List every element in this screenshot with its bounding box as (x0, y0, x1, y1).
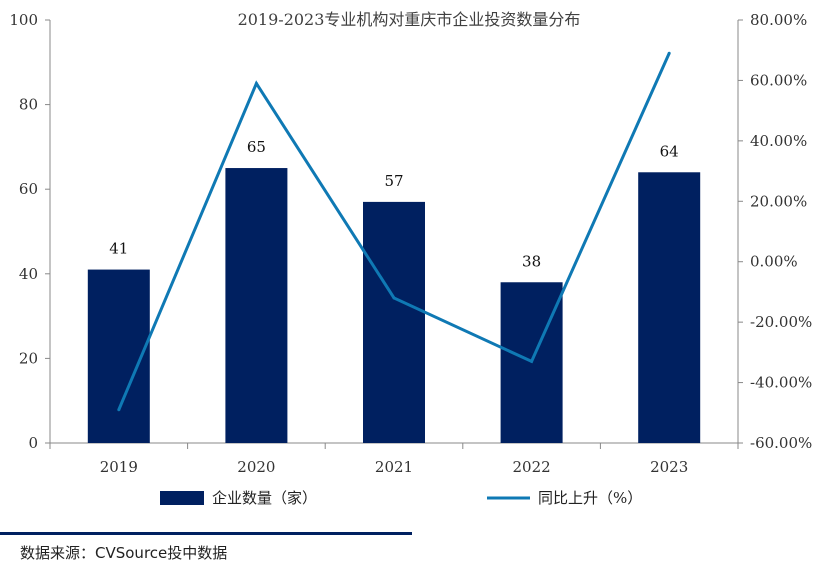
bar (225, 168, 288, 444)
right-tick-label: 80.00% (750, 11, 807, 29)
right-tick-label: 40.00% (750, 132, 807, 150)
right-tick-label: -60.00% (750, 434, 812, 452)
right-tick-label: 60.00% (750, 71, 807, 89)
data-label: 64 (660, 142, 679, 160)
left-tick-label: 100 (9, 11, 38, 29)
left-tick-label: 40 (19, 265, 38, 283)
legend-bar-swatch (160, 491, 204, 505)
bar (638, 172, 701, 443)
bar-series (87, 168, 701, 444)
x-tick-label: 2020 (237, 458, 275, 476)
line-point (392, 296, 396, 300)
right-tick-label: 20.00% (750, 192, 807, 210)
line-point (530, 359, 534, 363)
left-axis: 0 20 40 60 80 100 (9, 11, 51, 452)
chart-title: 2019-2023专业机构对重庆市企业投资数量分布 (238, 10, 581, 29)
data-label: 57 (384, 172, 403, 190)
data-labels: 41 65 57 38 64 (109, 138, 678, 270)
right-axis: -60.00% -40.00% -20.00% 0.00% 20.00% 40.00% 60… (737, 11, 812, 452)
bar (363, 201, 425, 443)
data-label: 38 (522, 252, 541, 270)
line-point (117, 408, 121, 412)
x-tick-label: 2023 (650, 458, 688, 476)
x-tick-label: 2022 (513, 458, 551, 476)
line-series (117, 51, 671, 412)
legend-line-label: 同比上升（%） (538, 489, 642, 507)
line-point (254, 81, 258, 85)
right-tick-label: -20.00% (750, 313, 812, 331)
x-tick-label: 2019 (100, 458, 138, 476)
right-tick-label: 0.00% (750, 253, 798, 271)
left-tick-label: 80 (19, 96, 38, 114)
left-tick-label: 60 (19, 180, 38, 198)
x-axis: 2019 2020 2021 2022 2023 (49, 442, 739, 476)
left-tick-label: 20 (19, 349, 38, 367)
footer-divider (0, 532, 412, 535)
right-tick-label: -40.00% (750, 374, 812, 392)
bar (87, 269, 150, 443)
data-label: 65 (247, 138, 266, 156)
legend: 企业数量（家） 同比上升（%） (160, 489, 642, 507)
source-note: 数据来源：CVSource投中数据 (20, 544, 228, 562)
data-label: 41 (109, 240, 128, 258)
line-point (667, 51, 671, 55)
left-tick-label: 0 (28, 434, 38, 452)
legend-bar-label: 企业数量（家） (212, 489, 317, 507)
x-tick-label: 2021 (375, 458, 413, 476)
